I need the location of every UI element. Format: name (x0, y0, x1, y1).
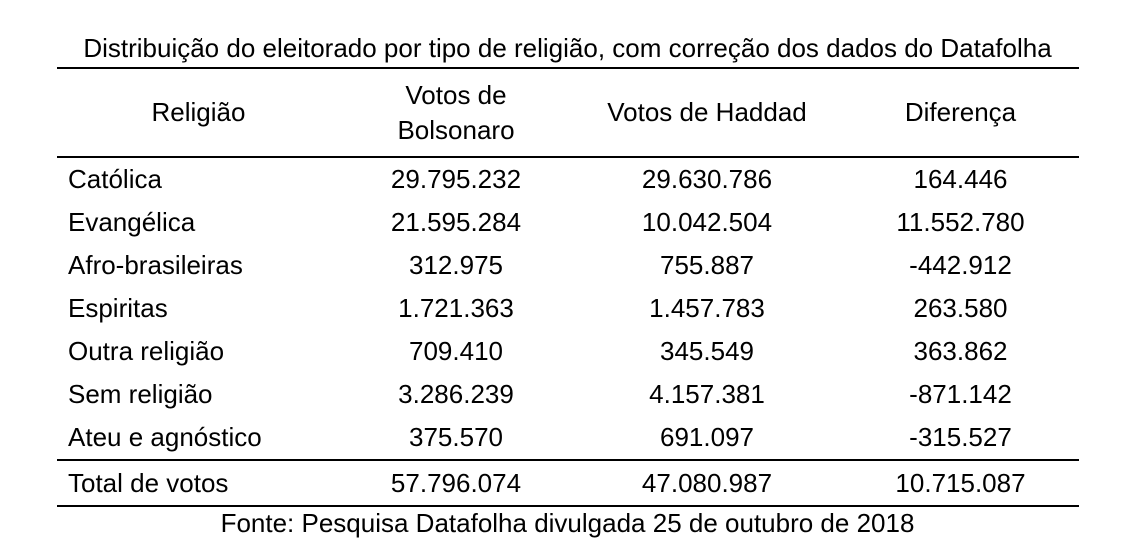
header-row: Religião Votos de Bolsonaro Votos de Had… (57, 67, 1079, 158)
table-row: Afro-brasileiras 312.975 755.887 -442.91… (57, 244, 1079, 287)
table-row: Outra religião 709.410 345.549 363.862 (57, 330, 1079, 373)
table-row: Ateu e agnóstico 375.570 691.097 -315.52… (57, 416, 1079, 460)
cell-bolsonaro: 21.595.284 (390, 207, 522, 237)
cell-religion: Espiritas (68, 293, 168, 323)
header-difference: Diferença (842, 67, 1079, 158)
header-haddad-votes: Votos de Haddad (572, 67, 842, 158)
cell-religion: Católica (68, 164, 162, 194)
table-row: Católica 29.795.232 29.630.786 164.446 (57, 157, 1079, 201)
cell-religion: Evangélica (68, 207, 196, 237)
header-bolsonaro-votes: Votos de Bolsonaro (340, 67, 572, 158)
cell-difference: -315.527 (909, 422, 1012, 452)
cell-difference: 263.580 (913, 293, 1008, 323)
total-haddad: 47.080.987 (572, 459, 842, 507)
table-body: Católica 29.795.232 29.630.786 164.446 E… (57, 157, 1079, 507)
religion-vote-table-container: Religião Votos de Bolsonaro Votos de Had… (57, 67, 1079, 507)
cell-difference: 363.862 (913, 336, 1008, 366)
table-row: Espiritas 1.721.363 1.457.783 263.580 (57, 287, 1079, 330)
cell-religion: Afro-brasileiras (68, 250, 243, 280)
source-note: Fonte: Pesquisa Datafolha divulgada 25 d… (220, 508, 915, 538)
cell-difference: -871.142 (909, 379, 1012, 409)
cell-bolsonaro: 312.975 (409, 250, 503, 280)
cell-bolsonaro: 3.286.239 (398, 379, 514, 409)
cell-haddad: 345.549 (660, 336, 754, 366)
cell-haddad: 29.630.786 (641, 164, 773, 194)
cell-bolsonaro: 1.721.363 (398, 293, 514, 323)
cell-difference: 164.446 (913, 164, 1008, 194)
cell-religion: Ateu e agnóstico (68, 422, 262, 452)
cell-religion: Outra religião (68, 336, 225, 366)
cell-haddad: 691.097 (660, 422, 754, 452)
cell-difference: 11.552.780 (896, 207, 1025, 237)
cell-difference: -442.912 (909, 250, 1012, 280)
cell-haddad: 4.157.381 (649, 379, 765, 409)
total-difference: 10.715.087 (842, 459, 1079, 507)
religion-vote-table: Religião Votos de Bolsonaro Votos de Had… (57, 67, 1079, 507)
cell-religion: Sem religião (68, 379, 213, 409)
cell-bolsonaro: 29.795.232 (390, 164, 522, 194)
table-row: Evangélica 21.595.284 10.042.504 11.552.… (57, 201, 1079, 244)
total-label: Total de votos (57, 459, 340, 507)
total-row: Total de votos 57.796.074 47.080.987 10.… (57, 459, 1079, 507)
cell-haddad: 1.457.783 (649, 293, 765, 323)
cell-bolsonaro: 375.570 (409, 422, 503, 452)
cell-haddad: 10.042.504 (641, 207, 773, 237)
cell-haddad: 755.887 (660, 250, 754, 280)
table-row: Sem religião 3.286.239 4.157.381 -871.14… (57, 373, 1079, 416)
header-religion: Religião (57, 67, 340, 158)
table-header: Religião Votos de Bolsonaro Votos de Had… (57, 67, 1079, 158)
table-title: Distribuição do eleitorado por tipo de r… (83, 33, 1052, 63)
cell-bolsonaro: 709.410 (409, 336, 503, 366)
total-bolsonaro: 57.796.074 (340, 459, 572, 507)
